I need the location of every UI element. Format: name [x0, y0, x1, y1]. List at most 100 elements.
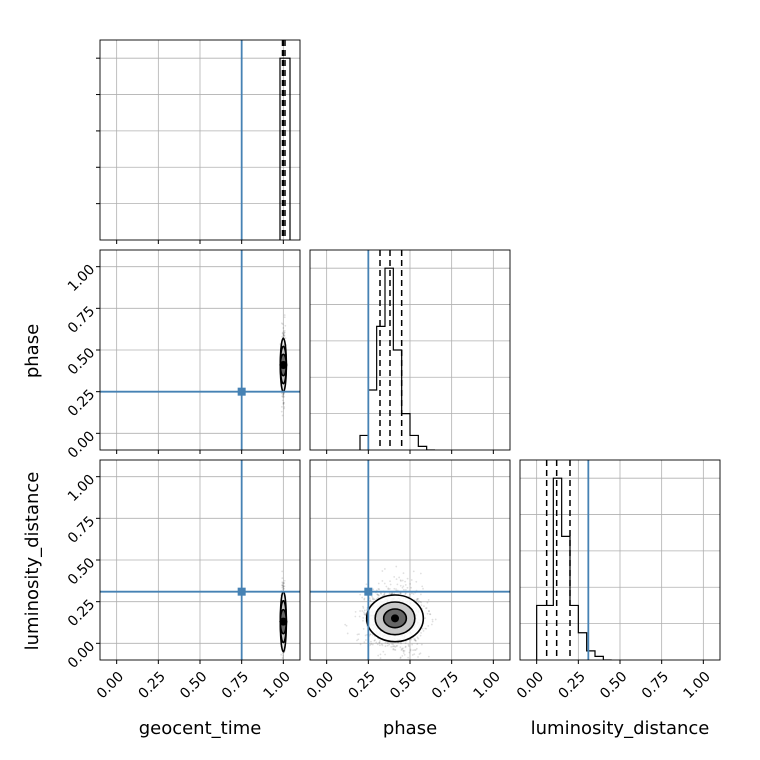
sample-point: [416, 597, 419, 600]
sample-point: [427, 625, 430, 627]
sample-point: [424, 617, 427, 620]
x-tick-label: 0.00: [304, 669, 337, 702]
sample-point: [371, 643, 374, 646]
sample-point: [385, 585, 388, 588]
sample-point: [378, 670, 380, 672]
sample-point: [380, 643, 383, 646]
sample-point: [280, 653, 283, 656]
sample-point: [403, 650, 406, 652]
sample-point: [356, 633, 359, 636]
sample-point: [392, 643, 394, 646]
panel-content: [100, 40, 300, 240]
sample-point: [346, 632, 349, 635]
sample-point: [427, 655, 430, 658]
sample-point: [282, 585, 285, 588]
sample-point: [416, 636, 419, 639]
y-tick-label: 1.00: [65, 472, 98, 505]
sample-point: [420, 632, 422, 634]
sample-point: [281, 323, 284, 326]
sample-point: [378, 588, 381, 591]
sample-point: [424, 607, 427, 610]
sample-point: [415, 599, 418, 601]
sample-point: [419, 634, 422, 637]
sample-point: [402, 647, 404, 650]
sample-point: [283, 407, 286, 410]
sample-point: [282, 396, 284, 399]
sample-point: [411, 654, 414, 656]
y-tick-label: 0.00: [65, 428, 98, 461]
sample-point: [428, 610, 430, 613]
sample-point: [415, 640, 417, 642]
sample-point: [423, 605, 425, 608]
sample-point: [422, 630, 425, 632]
sample-point: [384, 653, 386, 656]
sample-point: [414, 649, 417, 651]
sample-point: [427, 599, 430, 601]
sample-point: [362, 619, 364, 622]
sample-point: [399, 657, 402, 660]
sample-point: [283, 331, 286, 334]
sample-point: [361, 596, 364, 599]
panel-geocent_time-geocent_time: [96, 39, 301, 244]
sample-point: [383, 582, 386, 585]
x-tick-label: 0.25: [136, 669, 169, 702]
sample-point: [282, 327, 285, 329]
density-peak: [279, 617, 288, 626]
sample-point: [408, 593, 411, 596]
sample-point: [283, 587, 285, 590]
sample-point: [392, 648, 395, 651]
sample-point: [282, 585, 285, 588]
sample-point: [281, 588, 284, 591]
sample-point: [409, 648, 412, 651]
sample-point: [362, 605, 364, 608]
sample-point: [425, 607, 428, 609]
sample-point: [364, 613, 367, 616]
sample-point: [389, 580, 391, 583]
sample-point: [282, 330, 285, 333]
sample-point: [372, 588, 375, 591]
sample-point: [282, 401, 285, 404]
sample-point: [417, 601, 420, 604]
sample-point: [363, 611, 365, 614]
sample-point: [358, 633, 360, 636]
sample-point: [363, 613, 366, 615]
sample-point: [281, 335, 284, 338]
sample-point: [378, 644, 381, 647]
sample-point: [420, 643, 423, 646]
sample-point: [373, 598, 376, 601]
sample-point: [364, 612, 367, 615]
y-axis-label-phase: phase: [22, 324, 43, 378]
sample-point: [391, 592, 394, 594]
sample-point: [357, 638, 360, 641]
sample-point: [365, 609, 368, 611]
sample-point: [406, 586, 409, 589]
sample-point: [281, 583, 284, 586]
sample-point: [420, 604, 423, 607]
sample-point: [388, 592, 391, 595]
x-tick-label: 0.25: [556, 669, 589, 702]
sample-point: [371, 595, 373, 598]
sample-point: [422, 587, 424, 590]
sample-point: [281, 652, 284, 655]
sample-point: [282, 654, 284, 657]
sample-point: [421, 627, 424, 630]
x-tick-label: 0.75: [429, 669, 462, 702]
panel-content: [310, 250, 510, 450]
sample-point: [373, 639, 376, 642]
sample-point: [280, 662, 282, 664]
sample-point: [419, 572, 422, 575]
sample-point: [395, 645, 398, 648]
sample-point: [413, 638, 416, 641]
sample-point: [376, 593, 379, 596]
panel-luminosity_distance-phase: 0.00 0.25 0.50 0.75 1.00: [304, 459, 511, 702]
sample-point: [421, 585, 424, 588]
sample-point: [415, 647, 418, 650]
sample-point: [403, 653, 406, 656]
sample-point: [282, 581, 285, 584]
sample-point: [281, 657, 284, 660]
sample-point: [401, 666, 403, 668]
histogram-phase: [359, 267, 435, 450]
x-tick-label: 0.50: [597, 669, 630, 702]
sample-point: [393, 587, 396, 590]
panel-content: [310, 460, 510, 672]
